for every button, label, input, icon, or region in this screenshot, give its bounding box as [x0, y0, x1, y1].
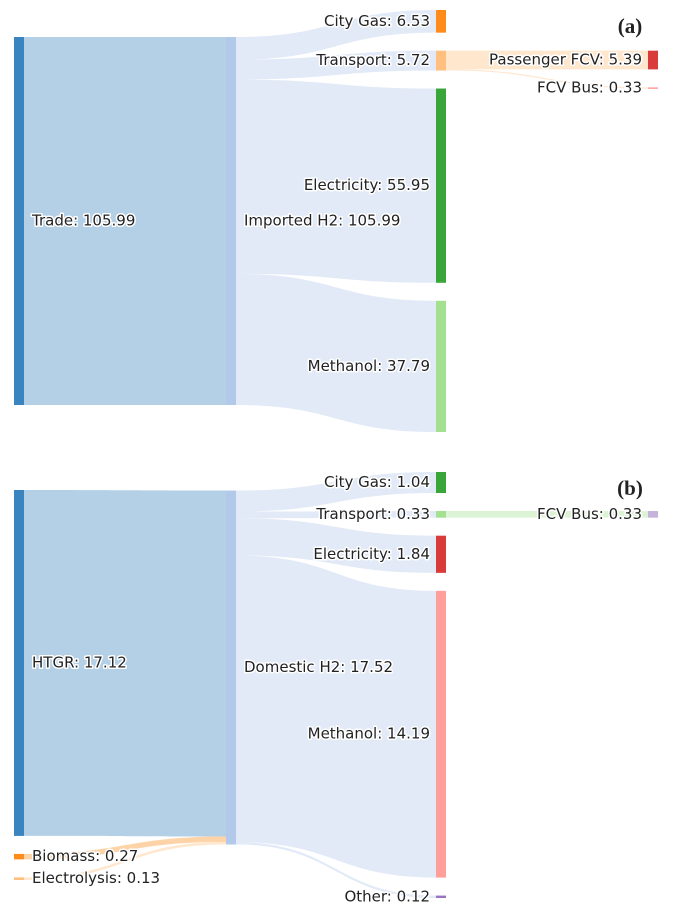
sankey-panel: HTGR: 17.12 Biomass: 0.27 Electrolysis: 0.… [14, 472, 658, 902]
node-label: HTGR: 17.12 [32, 653, 127, 671]
flow-link [24, 490, 226, 837]
node-label: Other: 0.12 [344, 887, 430, 902]
node-label: Trade: 105.99 [31, 212, 135, 230]
node-label: Transport: 5.72 [315, 51, 430, 69]
flow-link [236, 273, 436, 432]
flow-link [236, 518, 436, 573]
flow-link [24, 841, 226, 880]
flow-link [236, 555, 436, 878]
node-label: Methanol: 14.19 [308, 725, 430, 743]
node-label: Biomass: 0.27 [32, 847, 138, 865]
flow-link [236, 511, 436, 519]
flow-link [24, 836, 226, 860]
node-bar [436, 895, 446, 898]
node-bar [436, 300, 446, 432]
flow-link [236, 79, 436, 283]
node-bar [648, 511, 658, 518]
node-bar [14, 877, 24, 880]
node-bar [436, 590, 446, 878]
node-label: Electricity: 55.95 [304, 176, 430, 194]
flow-link [446, 50, 648, 70]
flow-link [236, 472, 436, 512]
flow-link [236, 50, 436, 80]
node-bar [436, 511, 446, 518]
node-label: Passenger FCV: 5.39 [489, 51, 642, 69]
node-label: FCV Bus: 0.33 [537, 505, 642, 523]
node-bar [226, 490, 236, 845]
node-bar [436, 88, 446, 283]
flow-link [446, 69, 648, 89]
node-bar [436, 50, 446, 71]
node-label: City Gas: 6.53 [324, 12, 430, 30]
sankey-panel: Trade: 105.99 Imported H2: 105.99 City Gas… [14, 10, 658, 432]
node-bar [436, 535, 446, 573]
node-label: Electricity: 1.84 [313, 545, 430, 563]
node-bar [436, 472, 446, 494]
flow-link [446, 511, 648, 518]
node-bar [14, 490, 24, 836]
node-bar [226, 37, 236, 405]
node-label: Electrolysis: 0.13 [32, 869, 160, 887]
node-label: Methanol: 37.79 [308, 357, 430, 375]
node-bar [648, 50, 658, 70]
flow-link [236, 842, 436, 898]
node-label: Transport: 0.33 [315, 505, 430, 523]
panel-label: (b) [617, 476, 643, 500]
node-bar [648, 87, 658, 89]
node-label: City Gas: 1.04 [324, 473, 430, 491]
flow-link [236, 10, 436, 60]
node-label: FCV Bus: 0.33 [537, 79, 642, 97]
node-label: Domestic H2: 17.52 [244, 658, 393, 676]
node-bar [436, 10, 446, 33]
node-label: Imported H2: 105.99 [244, 212, 400, 230]
flow-link [24, 37, 226, 405]
node-bar [14, 853, 24, 860]
node-bar [14, 37, 24, 405]
panel-label: (a) [618, 14, 643, 38]
